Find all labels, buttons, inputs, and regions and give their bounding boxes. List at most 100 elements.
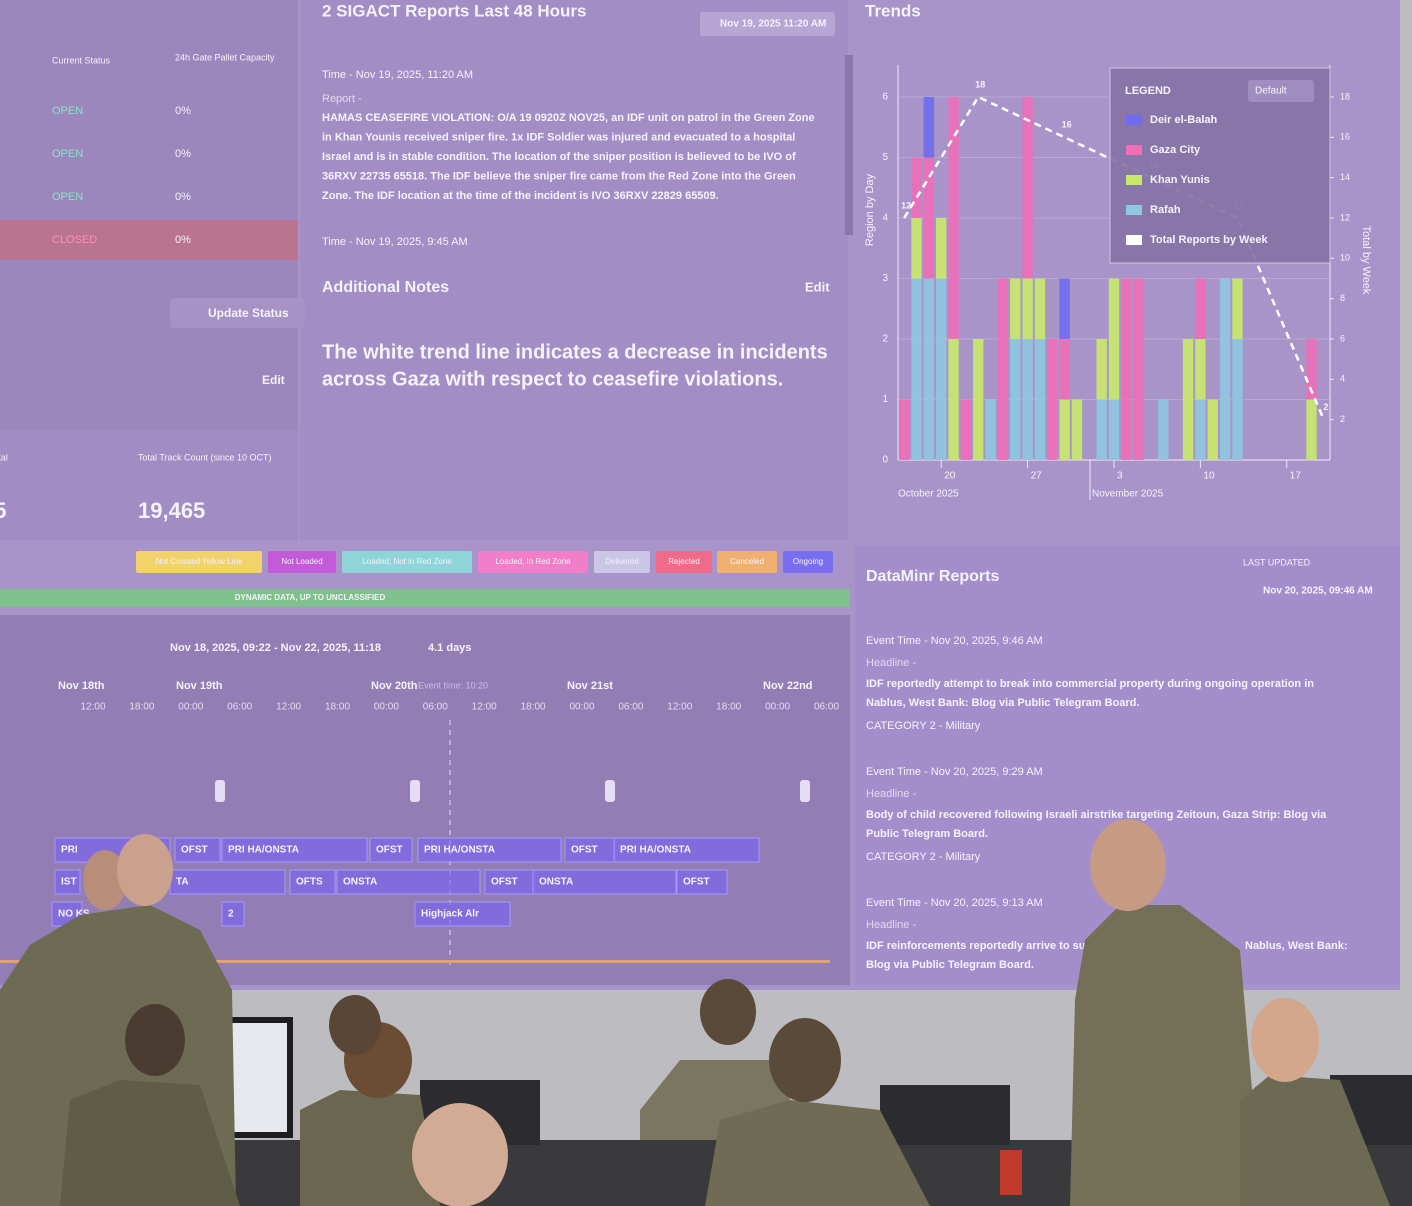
legend-preset[interactable] <box>1248 80 1314 102</box>
monitor <box>880 1085 1010 1145</box>
track-label: IST <box>61 877 77 888</box>
panel <box>300 0 848 540</box>
head <box>329 995 381 1055</box>
total-value: 19,465 <box>138 498 205 523</box>
section-title: 2 SIGACT Reports Last 48 Hours <box>322 1 587 20</box>
headline-label: Headline - <box>866 657 916 669</box>
scroll-handle <box>800 780 810 802</box>
capacity-cell: 0% <box>175 148 191 160</box>
bar-segment <box>985 399 996 460</box>
hour-label: 12:00 <box>667 702 692 713</box>
hour-label: 06:00 <box>227 702 252 713</box>
legend-label: Khan Yunis <box>1150 174 1210 186</box>
track-event <box>221 901 245 927</box>
category: CATEGORY 2 - Military <box>866 851 981 863</box>
track-label: Highjack Alr <box>421 909 479 920</box>
bar-segment <box>1059 339 1070 400</box>
bar-segment <box>1306 399 1317 460</box>
updated-time: Nov 20, 2025, 09:46 AM <box>1263 586 1373 597</box>
headline: Body of child recovered following Israel… <box>866 809 1327 821</box>
data-label: 2 <box>1323 402 1328 412</box>
event-time: Event Time - Nov 20, 2025, 9:13 AM <box>866 897 1043 909</box>
report-text: in Khan Younis received sniper fire. 1x … <box>322 131 795 143</box>
track-event <box>336 869 481 895</box>
chip-label: Delivered <box>605 557 639 566</box>
track-event <box>174 837 221 863</box>
track-event <box>417 837 562 863</box>
legend-swatch <box>1126 235 1142 245</box>
hour-label: 06:00 <box>423 702 448 713</box>
scroll-handle <box>410 780 420 802</box>
can <box>1000 1150 1022 1195</box>
chip-label: Loaded, In Red Zone <box>495 557 571 566</box>
note-text: across Gaza with respect to ceasefire vi… <box>322 368 783 390</box>
track-event <box>369 837 413 863</box>
hour-label: 00:00 <box>569 702 594 713</box>
capacity-cell: 0% <box>175 105 191 117</box>
bar-segment <box>1306 339 1317 400</box>
y-tick-label: 3 <box>882 273 888 284</box>
bar-segment <box>1219 278 1231 460</box>
note-text: The white trend line indicates a decreas… <box>322 341 828 363</box>
scroll-handle <box>605 780 615 802</box>
y-tick-label: 5 <box>882 152 888 163</box>
cursor-label: Event time: 10:20 <box>418 680 488 690</box>
y2-tick-label: 8 <box>1340 293 1345 303</box>
category: CATEGORY 2 - Military <box>866 720 981 732</box>
status-chip <box>594 551 650 573</box>
y2-tick-label: 16 <box>1340 132 1350 142</box>
report-text: 36RXV 22735 65518. The IDF believe the s… <box>322 170 796 182</box>
head <box>412 1103 508 1206</box>
total-label: y Total <box>0 452 8 462</box>
track-label: OFST <box>181 845 208 856</box>
bar-segment <box>936 218 947 279</box>
timestamp: Nov 19, 2025 11:20 AM <box>720 19 826 30</box>
track-label: TA <box>176 877 189 888</box>
dashboard: Current Status 24h Gate Pallet Capacity OP… <box>0 0 1373 985</box>
column-header: 24h Gate Pallet Capacity <box>175 52 275 62</box>
legend-swatch <box>1126 205 1142 215</box>
track-event <box>169 869 286 895</box>
status-chip <box>717 551 777 573</box>
y-tick-label: 6 <box>882 92 888 103</box>
bar-segment <box>1108 399 1120 460</box>
updated-label: LAST UPDATED <box>1243 557 1311 567</box>
status-chip <box>268 551 336 573</box>
classification-banner <box>0 589 850 607</box>
bar-segment <box>973 339 984 460</box>
bar-segment <box>1022 97 1033 279</box>
room-foreground <box>0 819 1412 1206</box>
bar-segment <box>1121 278 1132 460</box>
section-title: Additional Notes <box>322 279 449 296</box>
legend-label: Gaza City <box>1150 144 1201 156</box>
timeline-baseline <box>0 960 830 963</box>
report-text: Zone. The IDF location at the time of th… <box>322 190 719 202</box>
y-tick-label: 4 <box>882 213 888 224</box>
button[interactable] <box>170 298 305 328</box>
hour-label: 18:00 <box>325 702 350 713</box>
track-label: OFTS <box>296 877 323 888</box>
bar-segment <box>1096 339 1107 400</box>
track-label: PRI HA/ONSTA <box>228 845 299 856</box>
head <box>700 979 756 1045</box>
hour-label: 12:00 <box>80 702 105 713</box>
legend-label: Deir el-Balah <box>1150 114 1218 126</box>
report-label: Report - <box>322 93 362 105</box>
status-cell: OPEN <box>52 191 83 203</box>
status-chip <box>783 551 833 573</box>
status-cell: OPEN <box>52 148 83 160</box>
report-text: Israel and is in stable condition. The l… <box>322 151 796 163</box>
banner-text: DYNAMIC DATA, UP TO UNCLASSIFIED <box>235 593 386 602</box>
bar-segment <box>1059 278 1070 339</box>
hour-label: 06:00 <box>814 702 839 713</box>
status-cell: OPEN <box>52 105 83 117</box>
bar-segment <box>911 278 922 460</box>
status-chip <box>478 551 588 573</box>
headline-label: Headline - <box>866 788 916 800</box>
head <box>83 850 127 910</box>
legend-title: LEGEND <box>1125 85 1171 97</box>
bar-segment <box>1182 339 1194 460</box>
track-label: NO KS <box>58 909 90 920</box>
